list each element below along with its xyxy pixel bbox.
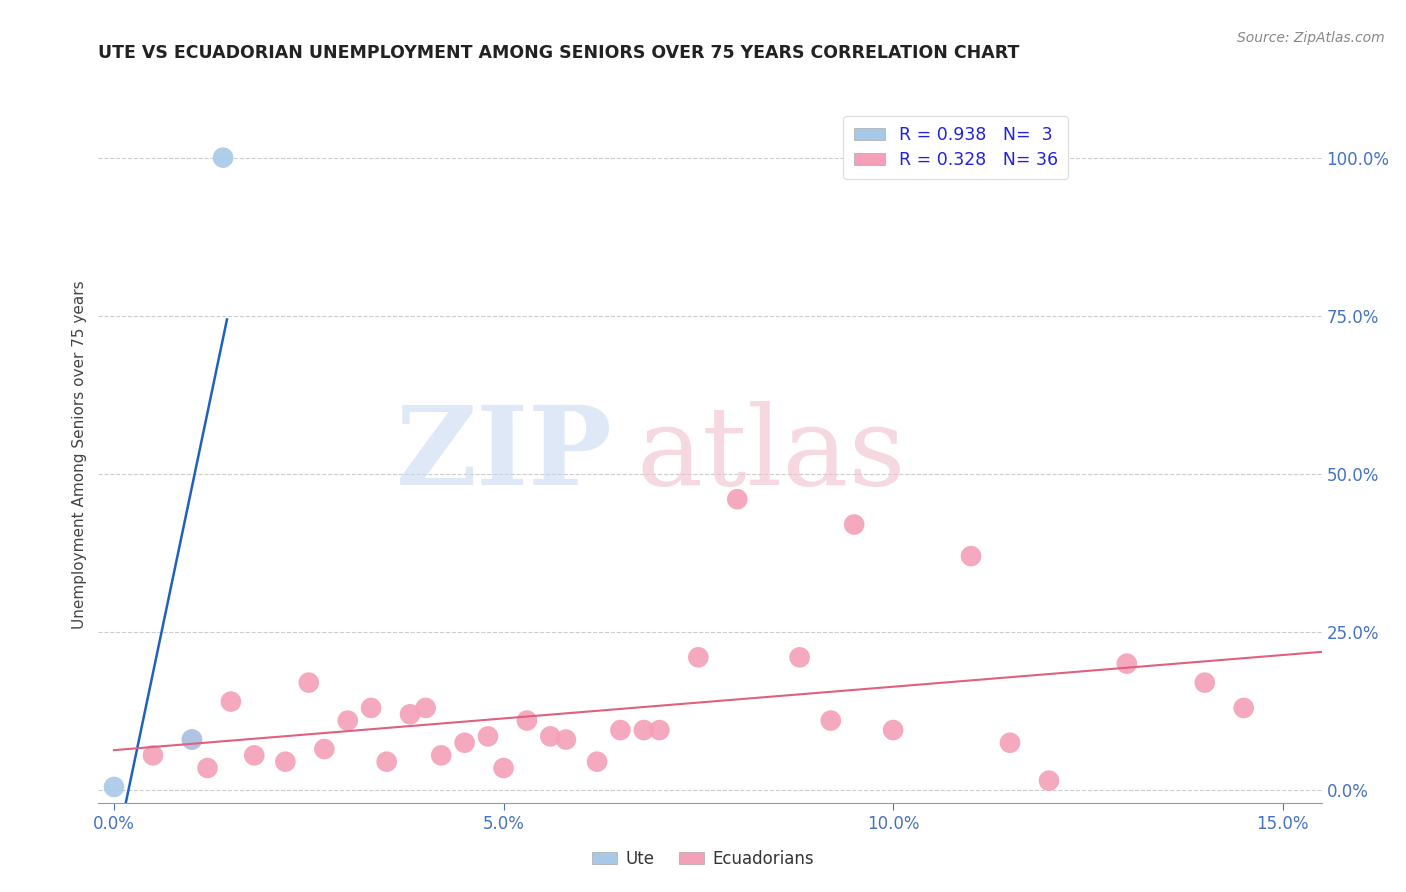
Point [274, 755, 297, 769]
Point [1115, 657, 1137, 671]
Point [180, 732, 202, 747]
Point [212, 151, 235, 165]
Text: Source: ZipAtlas.com: Source: ZipAtlas.com [1237, 31, 1385, 45]
Point [103, 780, 125, 794]
Point [415, 701, 437, 715]
Point [1233, 701, 1256, 715]
Point [243, 748, 266, 763]
Point [142, 748, 165, 763]
Point [298, 675, 321, 690]
Point [998, 736, 1021, 750]
Point [844, 517, 866, 532]
Point [820, 714, 842, 728]
Point [648, 723, 671, 737]
Point [516, 714, 538, 728]
Point [633, 723, 655, 737]
Text: UTE VS ECUADORIAN UNEMPLOYMENT AMONG SENIORS OVER 75 YEARS CORRELATION CHART: UTE VS ECUADORIAN UNEMPLOYMENT AMONG SEN… [98, 45, 1019, 62]
Point [960, 549, 983, 563]
Point [725, 492, 748, 507]
Text: ZIP: ZIP [395, 401, 612, 508]
Point [554, 732, 576, 747]
Y-axis label: Unemployment Among Seniors over 75 years: Unemployment Among Seniors over 75 years [72, 281, 87, 629]
Point [399, 707, 422, 722]
Point [453, 736, 475, 750]
Point [789, 650, 811, 665]
Point [219, 695, 242, 709]
Point [360, 701, 382, 715]
Point [375, 755, 398, 769]
Point [336, 714, 359, 728]
Point [197, 761, 219, 775]
Legend: Ute, Ecuadorians: Ute, Ecuadorians [585, 844, 821, 875]
Point [430, 748, 453, 763]
Text: atlas: atlas [637, 401, 907, 508]
Point [477, 730, 499, 744]
Point [688, 650, 710, 665]
Point [314, 742, 336, 756]
Point [1038, 773, 1060, 788]
Point [492, 761, 515, 775]
Point [609, 723, 631, 737]
Point [180, 732, 202, 747]
Legend: R = 0.938   N=  3, R = 0.328   N= 36: R = 0.938 N= 3, R = 0.328 N= 36 [844, 116, 1069, 179]
Point [586, 755, 609, 769]
Point [1194, 675, 1216, 690]
Point [538, 730, 561, 744]
Point [882, 723, 904, 737]
